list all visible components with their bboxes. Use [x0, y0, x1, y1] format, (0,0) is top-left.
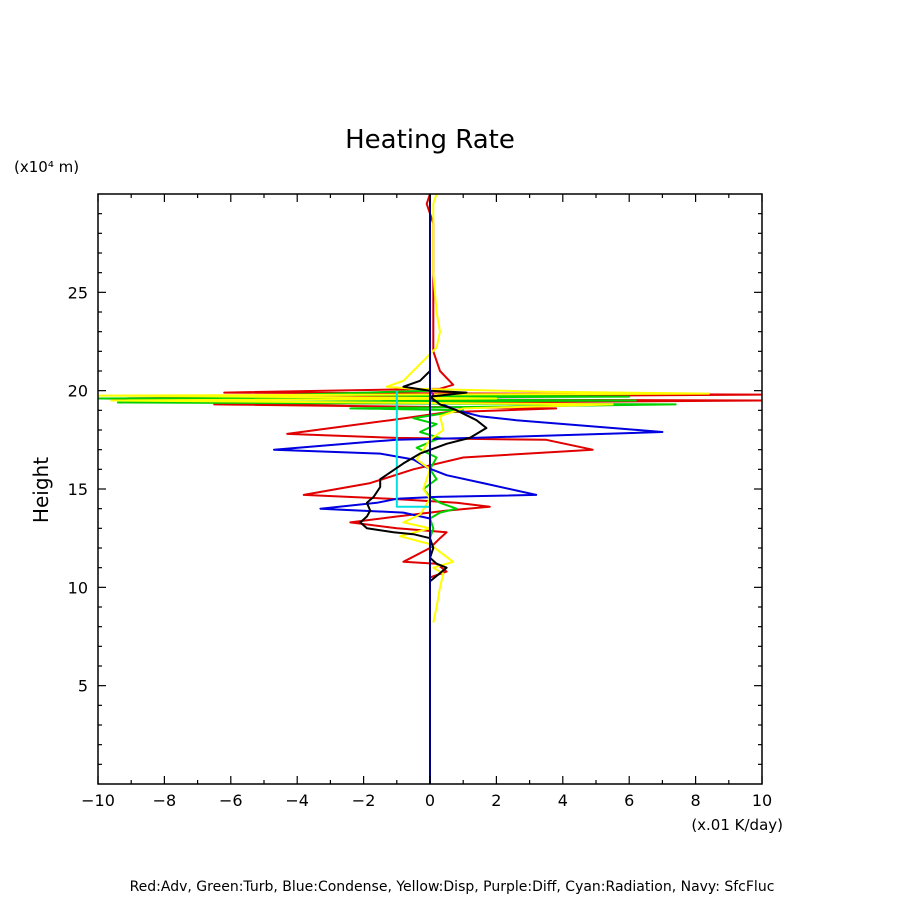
x-unit-label: (x.01 K/day) — [691, 816, 783, 834]
chart-title: Heating Rate — [345, 125, 515, 155]
x-tick-label: 8 — [691, 791, 701, 810]
y-tick-label: 10 — [68, 578, 88, 597]
y-tick-label: 25 — [68, 283, 88, 302]
series-line-green — [98, 389, 677, 539]
x-tick-label: 2 — [491, 791, 501, 810]
y-tick-label: 5 — [78, 677, 88, 696]
x-tick-label: 4 — [558, 791, 568, 810]
legend-note: Red:Adv, Green:Turb, Blue:Condense, Yell… — [130, 879, 775, 895]
x-tick-label: −6 — [219, 791, 243, 810]
x-tick-label: 10 — [752, 791, 772, 810]
axes-layer: −10 −8 −6 −4 −2 0 2 4 6 8 10 5 10 15 20 25 — [68, 193, 772, 810]
series-layer — [98, 194, 762, 784]
y-unit-label: (x10⁴ m) — [14, 158, 79, 176]
x-tick-label: −4 — [285, 791, 309, 810]
x-tick-label: −2 — [352, 791, 376, 810]
y-tick-label: 15 — [68, 480, 88, 499]
y-axis-label: Height — [29, 457, 53, 523]
y-tick-label: 20 — [68, 382, 88, 401]
x-tick-label: −10 — [81, 791, 115, 810]
x-tick-label: 0 — [425, 791, 435, 810]
x-tick-label: −8 — [153, 791, 177, 810]
series-line-yellow — [98, 194, 710, 623]
series-line-black — [359, 194, 488, 583]
x-tick-label: 6 — [624, 791, 634, 810]
series-line-blue — [273, 390, 664, 529]
